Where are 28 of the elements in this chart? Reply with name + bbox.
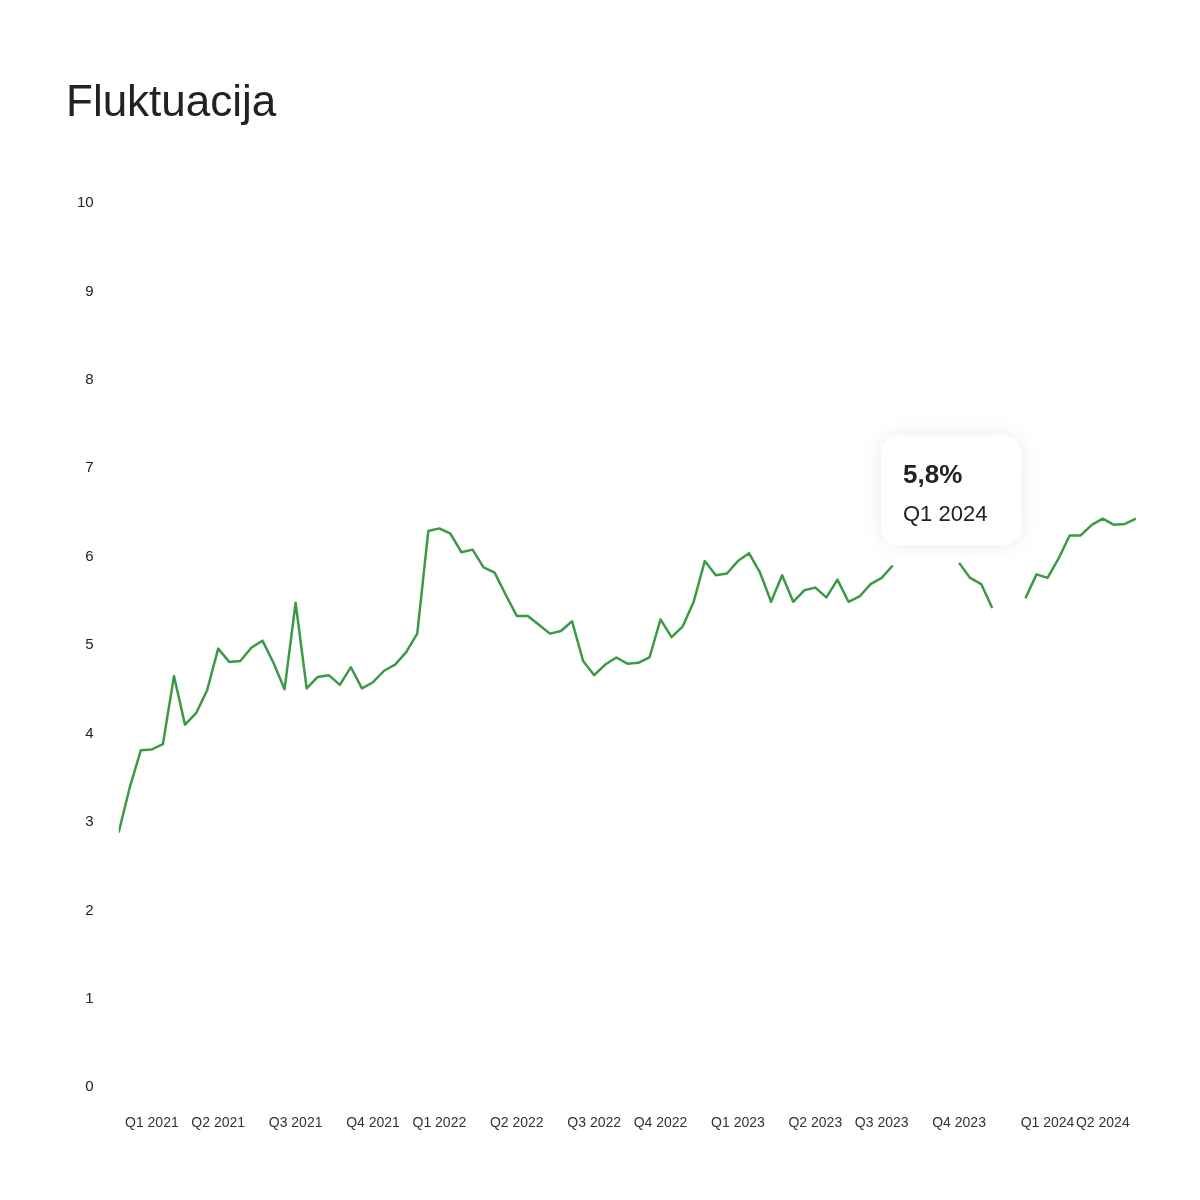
- x-tick-label: Q3 2021: [268, 1114, 323, 1131]
- y-tick-label: 3: [85, 812, 94, 830]
- y-tick-label: 9: [85, 281, 94, 299]
- x-tick-label: Q4 2022: [633, 1114, 688, 1131]
- y-tick-label: 7: [85, 458, 94, 476]
- y-tick-label: 4: [85, 723, 94, 741]
- x-tick-label: Q2 2024: [1075, 1114, 1130, 1131]
- annotation: 5,8%: [903, 459, 963, 490]
- x-tick-label: Q4 2021: [346, 1114, 401, 1131]
- y-tick-label: 8: [85, 369, 94, 387]
- x-tick-label: Q3 2023: [854, 1114, 909, 1131]
- chart-title: Fluktuacija: [66, 76, 277, 126]
- y-tick-label: 1: [85, 988, 94, 1006]
- x-tick-label: Q1 2021: [125, 1114, 179, 1131]
- y-tick-label: 2: [85, 900, 94, 918]
- x-tick-label: Q1 2023: [711, 1114, 765, 1131]
- x-tick-label: Q2 2021: [191, 1114, 246, 1131]
- y-tick-label: 5: [85, 635, 94, 653]
- x-tick-label: Q2 2023: [788, 1114, 843, 1131]
- x-tick-label: Q1 2024: [1020, 1114, 1075, 1131]
- x-tick-label: Q1 2022: [412, 1114, 467, 1131]
- annotation: Q1 2024: [903, 501, 988, 527]
- y-tick-label: 0: [85, 1077, 94, 1095]
- x-tick-label: Q3 2022: [567, 1114, 622, 1131]
- x-tick-label: Q4 2023: [932, 1114, 987, 1131]
- x-tick-label: Q2 2022: [489, 1114, 544, 1131]
- y-tick-label: 6: [85, 546, 94, 564]
- y-tick-label: 10: [77, 193, 94, 211]
